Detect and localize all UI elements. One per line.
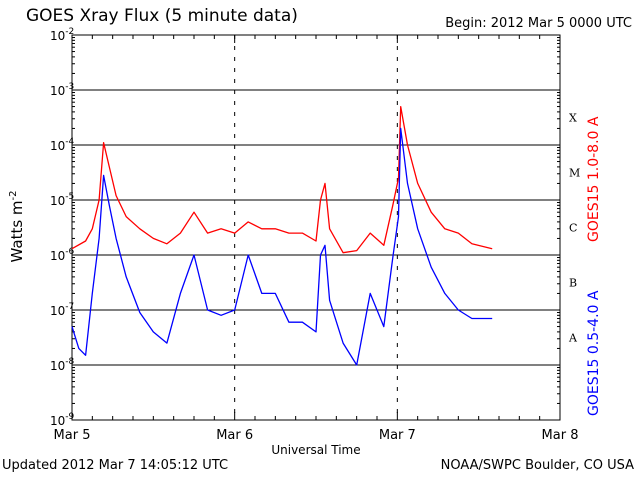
series-label-short: GOES15 0.5-4.0 A — [586, 290, 602, 416]
updated-timestamp: Updated 2012 Mar 7 14:05:12 UTC — [2, 458, 229, 473]
x-axis-title: Universal Time — [271, 443, 360, 457]
x-tick-label: Mar 5 — [54, 428, 91, 443]
credit-label: NOAA/SWPC Boulder, CO USA — [440, 458, 634, 473]
y-tick-label: 10-8 — [50, 357, 75, 373]
y-tick-label: 10-5 — [50, 192, 74, 208]
y-tick-label: 10-4 — [50, 137, 75, 153]
x-tick-label: Mar 6 — [216, 428, 253, 443]
y-tick-label: 10-9 — [50, 412, 75, 428]
chart-title: GOES Xray Flux (5 minute data) — [26, 6, 298, 26]
y-tick-label: 10-6 — [50, 247, 75, 263]
y-tick-label: 10-3 — [50, 82, 74, 98]
series-line-short — [71, 127, 493, 366]
y-tick-label: 10-2 — [50, 27, 74, 43]
series-line-long — [71, 105, 493, 254]
series-label-long: GOES15 1.0-8.0 A — [586, 116, 602, 242]
y-axis-title: Watts m-2 — [8, 190, 26, 262]
flare-class-label: X — [569, 112, 577, 125]
flare-class-label: C — [569, 222, 577, 235]
plot-frame — [71, 34, 561, 421]
flare-class-label: B — [569, 277, 577, 290]
flare-class-label: A — [568, 332, 578, 345]
flare-class-label: M — [569, 167, 580, 180]
x-tick-label: Mar 8 — [542, 428, 579, 443]
x-tick-label: Mar 7 — [379, 428, 416, 443]
y-tick-label: 10-7 — [50, 302, 74, 318]
begin-time-label: Begin: 2012 Mar 5 0000 UTC — [445, 16, 632, 31]
